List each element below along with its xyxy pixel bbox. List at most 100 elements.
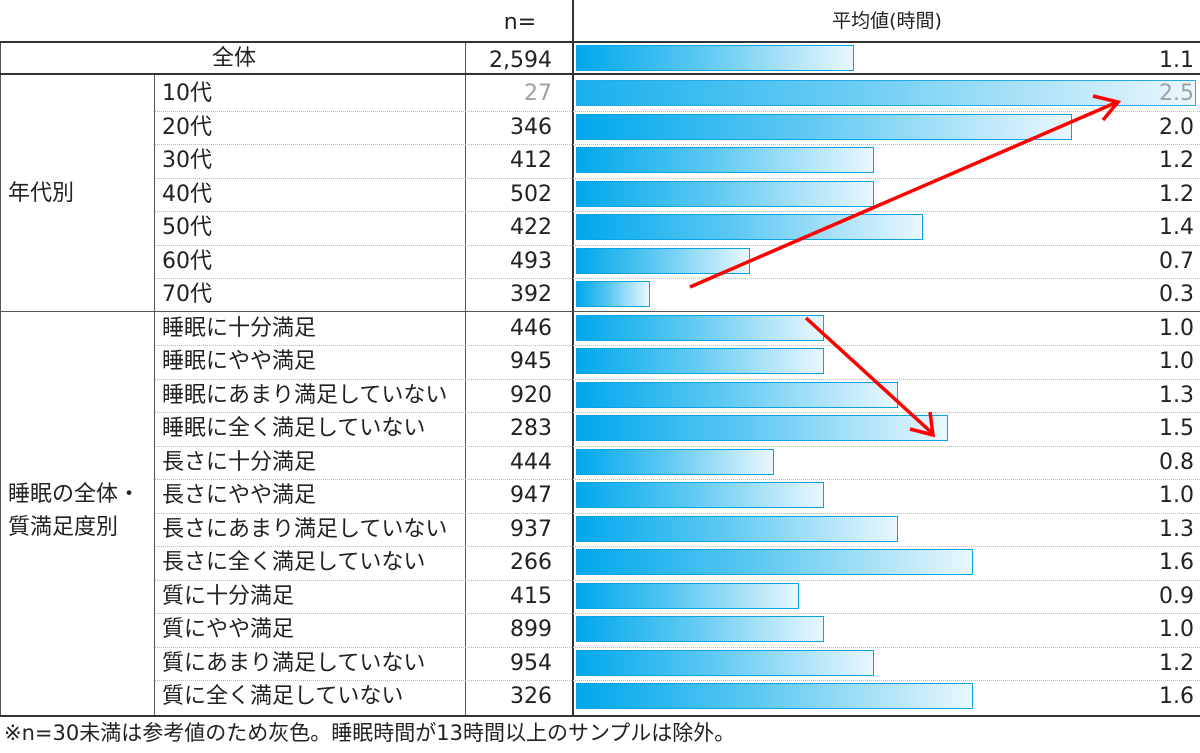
row-separator <box>155 177 1200 179</box>
row-separator <box>155 278 1200 279</box>
row-n: 422 <box>510 215 552 240</box>
bar-total <box>576 45 854 71</box>
table-divider <box>0 715 1200 717</box>
row-value-label: 1.2 <box>1159 148 1194 173</box>
row-label: 質に十分満足 <box>162 583 295 609</box>
row-value-label: 1.3 <box>1159 516 1194 542</box>
row-value-label: 1.2 <box>1159 650 1194 676</box>
row-separator <box>155 646 1200 648</box>
row-label: 10代 <box>162 81 212 106</box>
row-label: 睡眠にやや満足 <box>162 349 317 374</box>
row-label: 質に全く満足していない <box>162 684 404 709</box>
bar-5 <box>576 214 923 240</box>
row-value-label: 1.0 <box>1159 483 1194 508</box>
row-n: 444 <box>510 449 552 475</box>
row-value-label: 2.0 <box>1159 114 1194 140</box>
bar-18 <box>576 649 874 676</box>
row-n: 920 <box>510 382 552 408</box>
row-n: 947 <box>510 483 552 508</box>
row-separator <box>155 546 1200 547</box>
row-label: 長さに十分満足 <box>162 449 317 475</box>
bar-3 <box>576 147 874 173</box>
row-value-label: 1.0 <box>1159 349 1194 374</box>
row-label: 20代 <box>162 114 212 140</box>
table-divider <box>0 41 1200 43</box>
row-n: 415 <box>510 583 552 609</box>
row-label: 睡眠に十分満足 <box>162 315 317 341</box>
row-value-label: 1.2 <box>1159 181 1194 207</box>
row-n: 493 <box>510 248 552 274</box>
average-column-header: 平均値(時間) <box>832 10 942 32</box>
row-value-label: 1.3 <box>1159 382 1194 408</box>
bar-17 <box>576 616 824 642</box>
group-label-satisfaction-line1: 睡眠の全体・ <box>8 482 141 507</box>
row-n: 954 <box>510 650 552 676</box>
row-separator <box>155 579 1200 581</box>
row-label: 40代 <box>162 181 212 207</box>
row-separator <box>155 479 1200 480</box>
row-value-label: 1.5 <box>1159 416 1194 441</box>
row-separator <box>155 445 1200 447</box>
bar-11 <box>576 415 948 441</box>
row-n: 446 <box>510 315 552 341</box>
row-label: 長さに全く満足していない <box>162 550 426 575</box>
bar-15 <box>576 549 973 575</box>
row-separator <box>155 110 1200 112</box>
row-n: 945 <box>510 349 552 374</box>
row-label: 睡眠に全く満足していない <box>162 416 426 441</box>
bar-4 <box>576 180 874 207</box>
group-label-age: 年代別 <box>8 177 74 210</box>
row-value-label: 1.0 <box>1159 617 1194 642</box>
bar-8 <box>576 314 824 341</box>
table-divider <box>154 75 155 716</box>
bar-6 <box>576 247 750 274</box>
bar-7 <box>576 281 650 307</box>
table-divider <box>0 42 1 716</box>
row-n: 266 <box>510 550 552 575</box>
bar-14 <box>576 515 898 542</box>
row-label: 長さにあまり満足していない <box>162 516 448 542</box>
footnote: ※n=30未満は参考値のため灰色。睡眠時間が13時間以上のサンプルは除外。 <box>4 721 736 745</box>
row-separator <box>155 211 1200 212</box>
bar-9 <box>576 348 824 374</box>
total-n: 2,594 <box>489 48 552 73</box>
row-n: 346 <box>510 114 552 140</box>
row-value-label: 1.0 <box>1159 315 1194 341</box>
row-separator <box>155 345 1200 346</box>
row-n: 392 <box>510 282 552 307</box>
row-n: 412 <box>510 148 552 173</box>
row-n: 502 <box>510 181 552 207</box>
bar-12 <box>576 448 774 475</box>
row-separator <box>155 378 1200 380</box>
table-divider <box>0 73 1200 75</box>
row-label: 質にやや満足 <box>162 617 295 642</box>
row-value-label: 0.7 <box>1159 248 1194 274</box>
row-value-label: 0.3 <box>1159 282 1194 307</box>
bar-10 <box>576 381 898 408</box>
n-column-header: n= <box>503 10 537 35</box>
row-separator <box>155 613 1200 614</box>
row-value-label: 2.5 <box>1159 81 1194 106</box>
row-n: 937 <box>510 516 552 542</box>
row-n: 899 <box>510 617 552 642</box>
row-separator <box>155 412 1200 413</box>
row-value-label: 0.8 <box>1159 449 1194 475</box>
bar-16 <box>576 582 799 609</box>
row-separator <box>155 144 1200 145</box>
total-value-label: 1.1 <box>1159 48 1194 73</box>
row-n: 27 <box>524 81 552 106</box>
total-label: 全体 <box>211 46 256 71</box>
table-divider <box>572 0 574 716</box>
row-label: 睡眠にあまり満足していない <box>162 382 448 408</box>
bar-13 <box>576 482 824 508</box>
row-value-label: 1.6 <box>1159 684 1194 709</box>
group-label-satisfaction-line2: 質満足度別 <box>8 515 119 540</box>
bar-2 <box>576 113 1072 140</box>
row-value-label: 1.6 <box>1159 550 1194 575</box>
row-label: 50代 <box>162 215 212 240</box>
bar-19 <box>576 683 973 709</box>
row-n: 326 <box>510 684 552 709</box>
row-separator <box>155 512 1200 514</box>
row-label: 60代 <box>162 248 212 274</box>
row-separator <box>155 680 1200 681</box>
